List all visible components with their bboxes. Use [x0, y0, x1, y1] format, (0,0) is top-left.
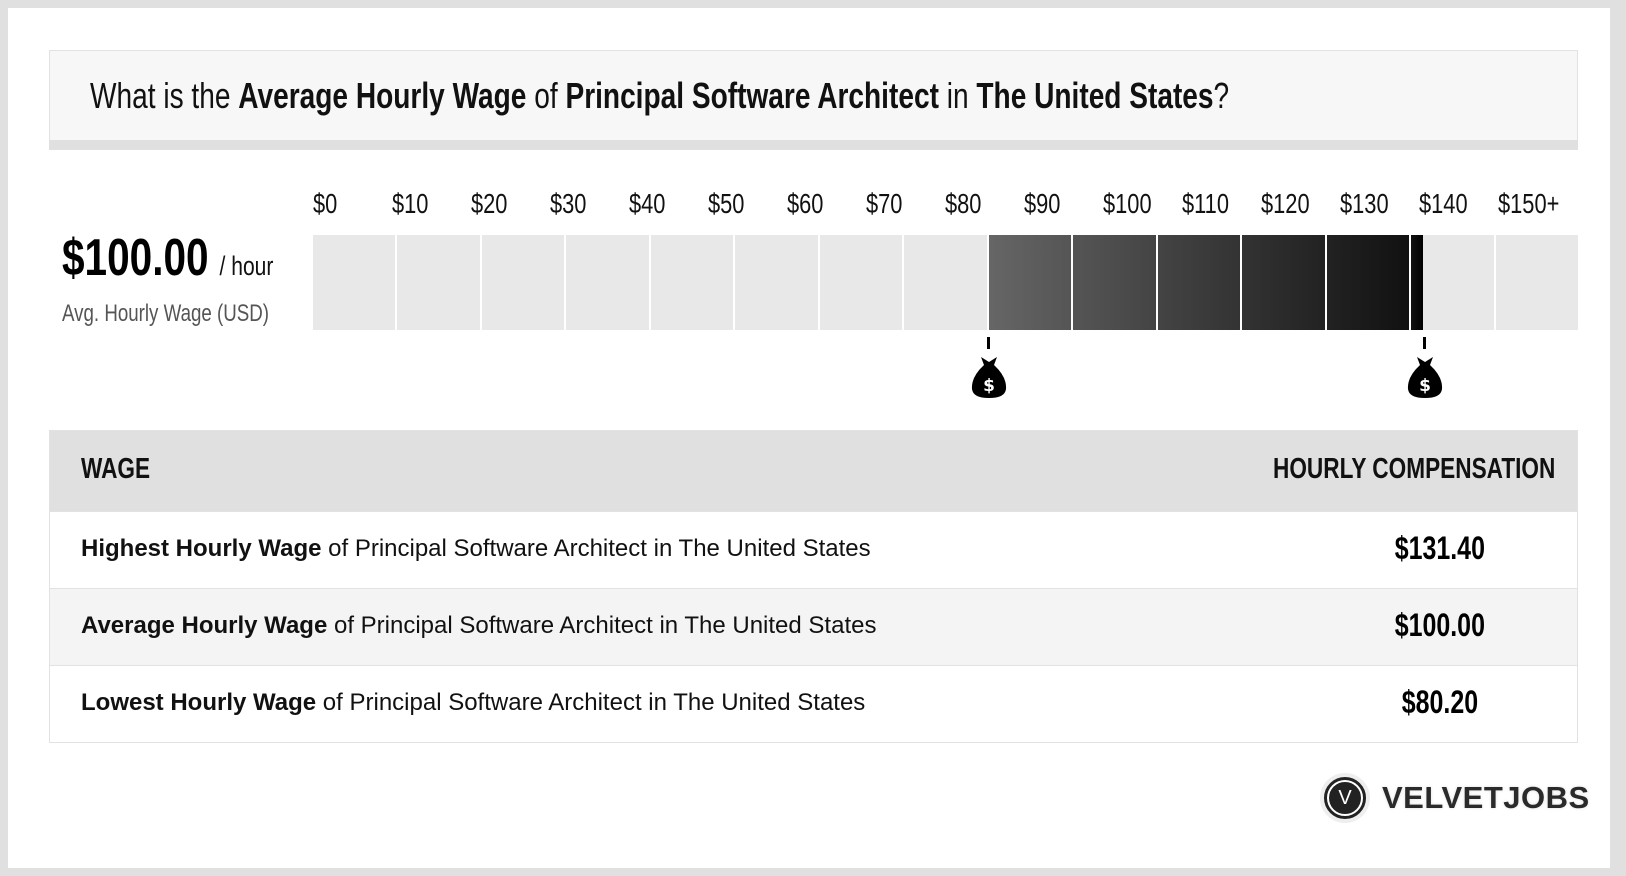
tick-label: $120 [1261, 188, 1310, 219]
title-part: of [526, 75, 566, 116]
bar-segment [1411, 235, 1494, 330]
average-wage-label: Avg. Hourly Wage (USD) [62, 300, 270, 327]
tick-label: $0 [313, 188, 338, 219]
bar-segment [904, 235, 987, 330]
tick-label: $40 [629, 188, 666, 219]
tick-label: $50 [708, 188, 745, 219]
row-label: Average Hourly Wage of Principal Softwar… [81, 612, 877, 639]
wage-unit: / hour [219, 251, 274, 281]
row-value: $100.00 [1394, 607, 1486, 643]
tick-label: $10 [392, 188, 429, 219]
money-bag-marker: $ [1405, 337, 1445, 404]
wage-range-bar [313, 235, 1578, 330]
question-header: What is the Average Hourly Wage of Princ… [49, 50, 1578, 140]
average-wage-value: $100.00 / hour [62, 228, 333, 288]
table-header: WAGE HOURLY COMPENSATION [50, 431, 1577, 511]
bar-fill [1073, 235, 1156, 330]
bar-segment [819, 235, 903, 330]
bar-segment [735, 235, 818, 330]
title-part: ? [1213, 75, 1230, 116]
wage-table: WAGE HOURLY COMPENSATION Highest Hourly … [49, 430, 1578, 743]
tick-label: $130 [1340, 188, 1389, 219]
bar-segment [397, 235, 480, 330]
tick-label: $90 [1024, 188, 1061, 219]
wage-amount: $100.00 [62, 229, 209, 287]
svg-text:$: $ [1419, 376, 1431, 396]
column-header-compensation: HOURLY COMPENSATION [1273, 453, 1556, 485]
bar-fill [988, 235, 1072, 330]
tick-label: $60 [787, 188, 824, 219]
bar-segment [1326, 235, 1410, 330]
tick-label: $110 [1182, 188, 1229, 219]
table-row: Highest Hourly Wage of Principal Softwar… [50, 511, 1577, 588]
tick-label: $100 [1103, 188, 1152, 219]
money-bag-marker: $ [969, 337, 1009, 404]
title-part: Principal Software Architect [565, 75, 939, 116]
bar-segment [1073, 235, 1156, 330]
tick-labels: $0 $10 $20 $30 $40 $50 $60 $70 $80 $90 $100 $110 $12… [313, 188, 1593, 224]
row-label: Lowest Hourly Wage of Principal Software… [81, 689, 866, 716]
row-value: $80.20 [1401, 684, 1479, 720]
bar-segment [566, 235, 649, 330]
bar-segment [1157, 235, 1241, 330]
bar-segment [481, 235, 565, 330]
bar-segment [650, 235, 734, 330]
bar-fill [1157, 235, 1241, 330]
logo-mark-icon: V [1320, 773, 1370, 823]
table-row: Average Hourly Wage of Principal Softwar… [50, 588, 1577, 665]
tick-label: $150+ [1498, 188, 1560, 219]
title-part: in [938, 75, 977, 116]
column-header-wage: WAGE [81, 453, 151, 485]
bar-segment [313, 235, 396, 330]
tick-label: $70 [866, 188, 903, 219]
bar-segment [1242, 235, 1325, 330]
bar-segment [988, 235, 1072, 330]
tick-label: $30 [550, 188, 587, 219]
money-bag-icon: $ [971, 357, 1006, 398]
title-part: Average Hourly Wage [238, 75, 527, 116]
velvetjobs-logo[interactable]: V VELVETJOBS [1320, 770, 1590, 826]
money-bag-icon: $ [1407, 357, 1442, 398]
title-part: What is the [90, 75, 239, 116]
tick-label: $140 [1419, 188, 1468, 219]
bar-segment [1495, 235, 1578, 330]
bar-fill [1242, 235, 1325, 330]
row-value: $131.40 [1394, 530, 1486, 566]
tick-label: $20 [471, 188, 508, 219]
bar-fill [1411, 235, 1423, 330]
bar-fill [1326, 235, 1410, 330]
row-label: Highest Hourly Wage of Principal Softwar… [81, 535, 871, 562]
header-divider [49, 140, 1578, 150]
logo-text: VELVETJOBS [1382, 780, 1590, 815]
title-part: The United States [976, 75, 1214, 116]
page-title: What is the Average Hourly Wage of Princ… [90, 75, 1550, 117]
svg-text:$: $ [983, 376, 995, 396]
tick-label: $80 [945, 188, 982, 219]
table-row: Lowest Hourly Wage of Principal Software… [50, 665, 1577, 742]
